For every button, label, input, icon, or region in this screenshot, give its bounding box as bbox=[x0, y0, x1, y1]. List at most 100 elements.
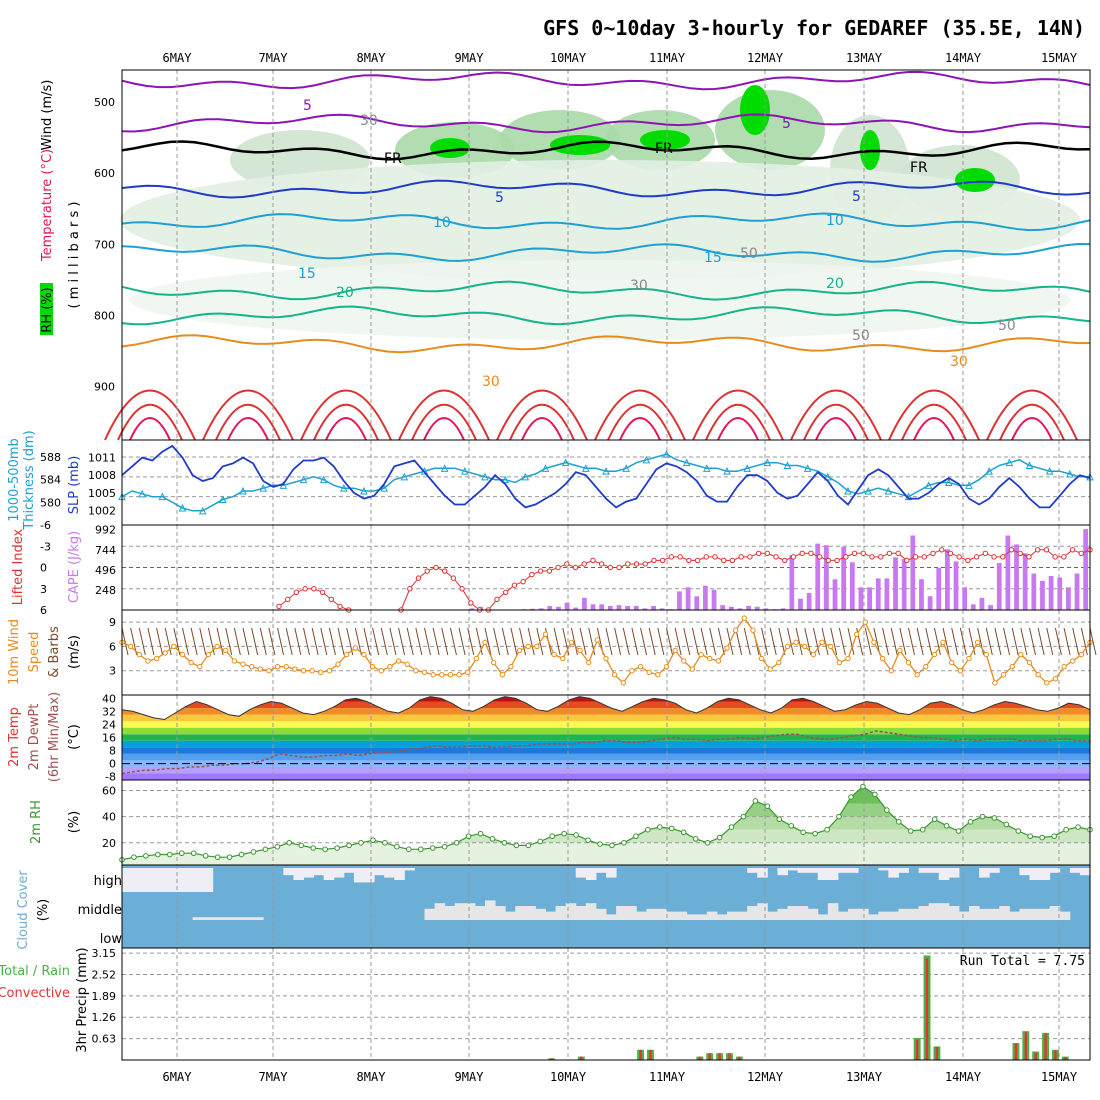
rh-point bbox=[943, 822, 950, 829]
pressure-tick: 700 bbox=[94, 238, 115, 251]
cloud-high-gap bbox=[1029, 868, 1041, 880]
wind-barb bbox=[424, 627, 431, 656]
warm-cell bbox=[705, 403, 771, 441]
cloud-high-gap bbox=[1049, 868, 1061, 873]
rh-point bbox=[274, 843, 281, 850]
li-point bbox=[520, 578, 526, 585]
warm-cell bbox=[325, 417, 367, 441]
cloud-middle-gap bbox=[908, 908, 920, 920]
cape-bar bbox=[901, 559, 907, 610]
wind-barb bbox=[1072, 627, 1080, 656]
wind-speed-point bbox=[750, 627, 756, 633]
cloud-high-gap bbox=[747, 868, 758, 873]
cloud-middle-gap bbox=[1059, 911, 1071, 920]
pressure-unit-label: ( m i l l i b a r s ) bbox=[67, 202, 82, 309]
cloud-high-gap bbox=[152, 868, 163, 892]
temp-tick: 24 bbox=[102, 718, 116, 731]
contour-label: 5 bbox=[303, 98, 312, 114]
cloud-high-gap bbox=[333, 868, 345, 878]
wind-speed-point bbox=[231, 658, 238, 664]
warm-cell bbox=[227, 417, 269, 441]
cape-bar bbox=[798, 598, 803, 610]
wind-barb bbox=[121, 627, 129, 656]
cape-bar bbox=[720, 605, 726, 610]
cloud-middle-gap bbox=[232, 917, 244, 920]
li-point bbox=[956, 554, 962, 560]
cloud-middle-gap bbox=[676, 911, 688, 920]
wind-barb bbox=[380, 627, 388, 656]
wind-speed-point bbox=[465, 669, 471, 676]
cape-bar bbox=[1005, 535, 1011, 610]
thickness-point bbox=[662, 450, 671, 458]
cloud-middle-gap bbox=[585, 903, 597, 920]
li-point bbox=[468, 600, 474, 606]
temp-band bbox=[122, 747, 1090, 754]
rh-high-patch bbox=[640, 130, 690, 150]
li-point bbox=[982, 550, 989, 557]
cloud-middle-gap bbox=[716, 914, 728, 920]
li-point bbox=[625, 561, 631, 567]
wind-barb bbox=[683, 627, 691, 656]
temp-unit-label: (°C) bbox=[67, 724, 82, 750]
wind-speed-point bbox=[819, 639, 825, 646]
wind-barb bbox=[389, 627, 397, 656]
wind-speed-point bbox=[1000, 672, 1007, 678]
wind-speed-point bbox=[594, 637, 601, 643]
wind-speed-point bbox=[957, 668, 964, 674]
li-point bbox=[328, 596, 334, 603]
li-point bbox=[276, 603, 282, 610]
rh-point bbox=[764, 803, 771, 809]
wind-barb bbox=[138, 627, 146, 656]
wind-barb bbox=[285, 627, 293, 656]
thickness-point bbox=[541, 464, 550, 472]
li-point bbox=[1078, 550, 1084, 557]
wind-speed-point bbox=[853, 631, 860, 637]
warm-cell bbox=[619, 417, 661, 441]
cloud-high-gap bbox=[323, 868, 335, 880]
rh-point bbox=[907, 828, 914, 834]
li-point bbox=[895, 550, 901, 557]
li-point bbox=[808, 550, 814, 557]
thickness-point bbox=[763, 458, 772, 467]
contour-label: 20 bbox=[826, 276, 844, 292]
li-point bbox=[799, 550, 805, 557]
wind-barb bbox=[328, 627, 336, 656]
rh-point bbox=[597, 841, 603, 847]
wind-barb bbox=[303, 627, 310, 656]
cloud-middle-gap bbox=[948, 906, 960, 920]
wind-speed-point bbox=[802, 643, 808, 650]
rh-point bbox=[812, 830, 818, 837]
cloud-middle-gap bbox=[989, 908, 1000, 920]
wind-speed-point bbox=[309, 668, 315, 674]
wind-barb bbox=[493, 627, 501, 656]
rh-point bbox=[238, 851, 245, 858]
panel-cape-li: -6 -3 0 3 6 248 496 744 992 Lifted Index CAPE (J/k… bbox=[11, 519, 1093, 617]
rh-point bbox=[931, 816, 938, 823]
rh-point bbox=[728, 824, 735, 830]
cloud-high-gap bbox=[1079, 868, 1091, 876]
wind-speed-point bbox=[197, 663, 203, 670]
wind-barb bbox=[501, 627, 509, 656]
wind-speed-point bbox=[914, 672, 920, 678]
precip-convective-bar bbox=[728, 1053, 731, 1060]
cloud-middle-gap bbox=[817, 914, 829, 920]
thickness-point bbox=[945, 478, 953, 486]
rh-patch bbox=[120, 160, 1080, 280]
cape-bar bbox=[953, 561, 959, 610]
wind-barb bbox=[1080, 627, 1088, 656]
cape-axis-label: CAPE (J/kg) bbox=[67, 531, 82, 603]
cape-bar bbox=[962, 587, 968, 610]
li-point bbox=[293, 589, 300, 595]
cloud-high-gap bbox=[827, 868, 839, 880]
cloud-middle-gap bbox=[918, 906, 930, 920]
rh-band bbox=[122, 803, 1090, 817]
thickness-point bbox=[158, 492, 167, 501]
cloud-high-gap bbox=[575, 868, 587, 878]
rh-point bbox=[967, 819, 974, 825]
wind-barb bbox=[156, 627, 164, 656]
cloud-high-gap bbox=[817, 868, 829, 880]
rh-point bbox=[872, 791, 878, 798]
thickness-point bbox=[844, 486, 852, 495]
li-point bbox=[581, 561, 587, 567]
day-tick-bottom: 10MAY bbox=[550, 1070, 587, 1084]
